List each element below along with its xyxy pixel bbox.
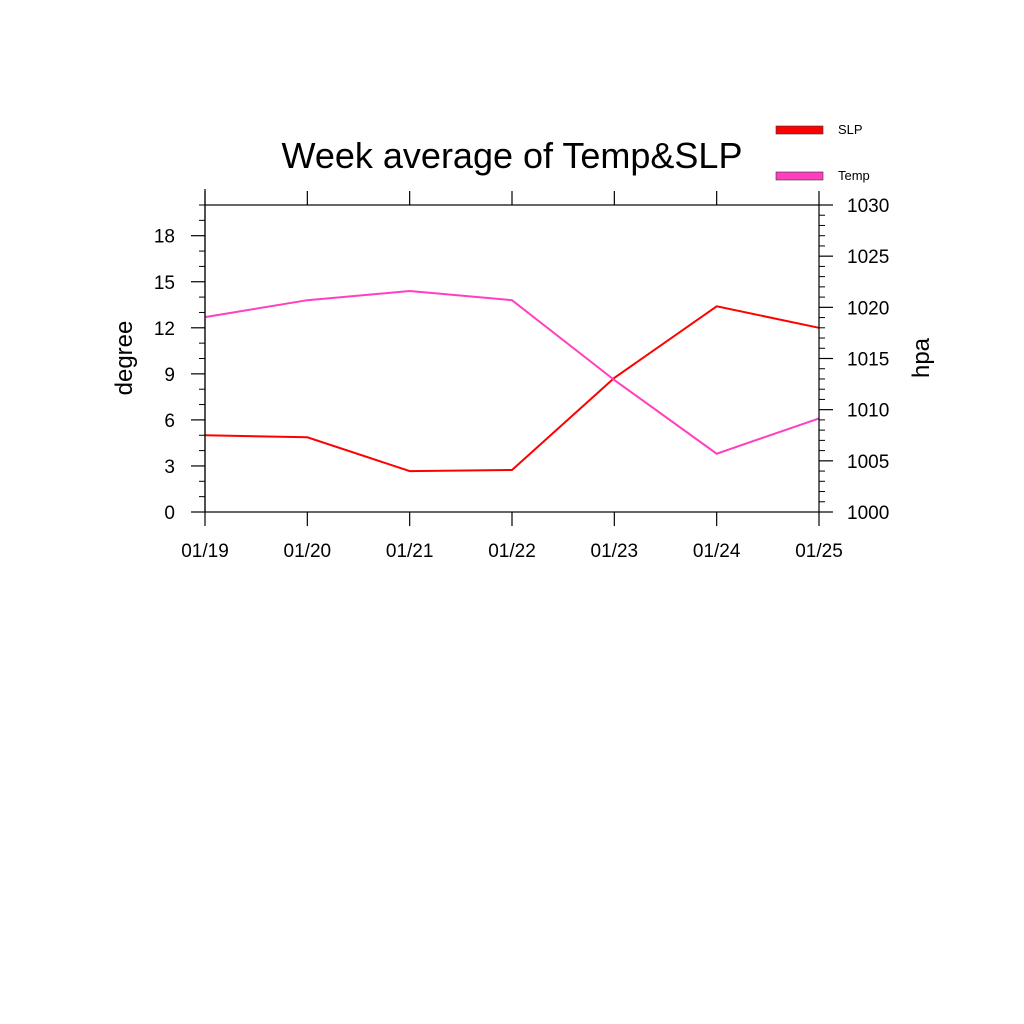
right-tick-label: 1030 bbox=[847, 196, 889, 217]
legend-label-temp: Temp bbox=[838, 168, 870, 183]
x-tick-label: 01/19 bbox=[181, 541, 229, 562]
plot-frame bbox=[204, 204, 820, 513]
left-tick-label: 18 bbox=[154, 227, 175, 248]
legend: SLP Temp bbox=[775, 122, 870, 183]
series-line-slp bbox=[204, 305, 820, 473]
legend-label-slp: SLP bbox=[838, 122, 863, 137]
right-tick-label: 1020 bbox=[847, 298, 889, 319]
right-tick-label: 1005 bbox=[847, 452, 889, 473]
x-tick-label: 01/23 bbox=[591, 541, 639, 562]
x-tick-label: 01/24 bbox=[693, 541, 741, 562]
x-tick-label: 01/20 bbox=[284, 541, 332, 562]
right-axis-title: hpa bbox=[908, 337, 935, 378]
x-tick-label: 01/21 bbox=[386, 541, 434, 562]
left-tick-label: 15 bbox=[154, 273, 175, 294]
left-tick-label: 12 bbox=[154, 319, 175, 340]
left-tick-label: 0 bbox=[164, 503, 175, 524]
right-tick-label: 1000 bbox=[847, 503, 889, 524]
legend-swatch-slp bbox=[775, 125, 824, 135]
left-tick-label: 9 bbox=[164, 365, 175, 386]
left-axis-title: degree bbox=[111, 321, 138, 396]
chart-title: Week average of Temp&SLP bbox=[282, 135, 743, 176]
right-tick-label: 1010 bbox=[847, 401, 889, 422]
x-tick-label: 01/22 bbox=[488, 541, 536, 562]
left-tick-label: 3 bbox=[164, 457, 175, 478]
legend-swatch-temp bbox=[775, 171, 824, 181]
left-tick-label: 6 bbox=[164, 411, 175, 432]
right-tick-label: 1025 bbox=[847, 247, 889, 268]
axis-ticks: 01/19 01/20 01/21 01/22 01/23 01/24 01/25 0 3 6 9 1… bbox=[154, 189, 889, 562]
series-line-temp bbox=[204, 289, 820, 455]
series-layer bbox=[204, 289, 820, 473]
right-tick-label: 1015 bbox=[847, 350, 889, 371]
x-tick-label: 01/25 bbox=[795, 541, 843, 562]
